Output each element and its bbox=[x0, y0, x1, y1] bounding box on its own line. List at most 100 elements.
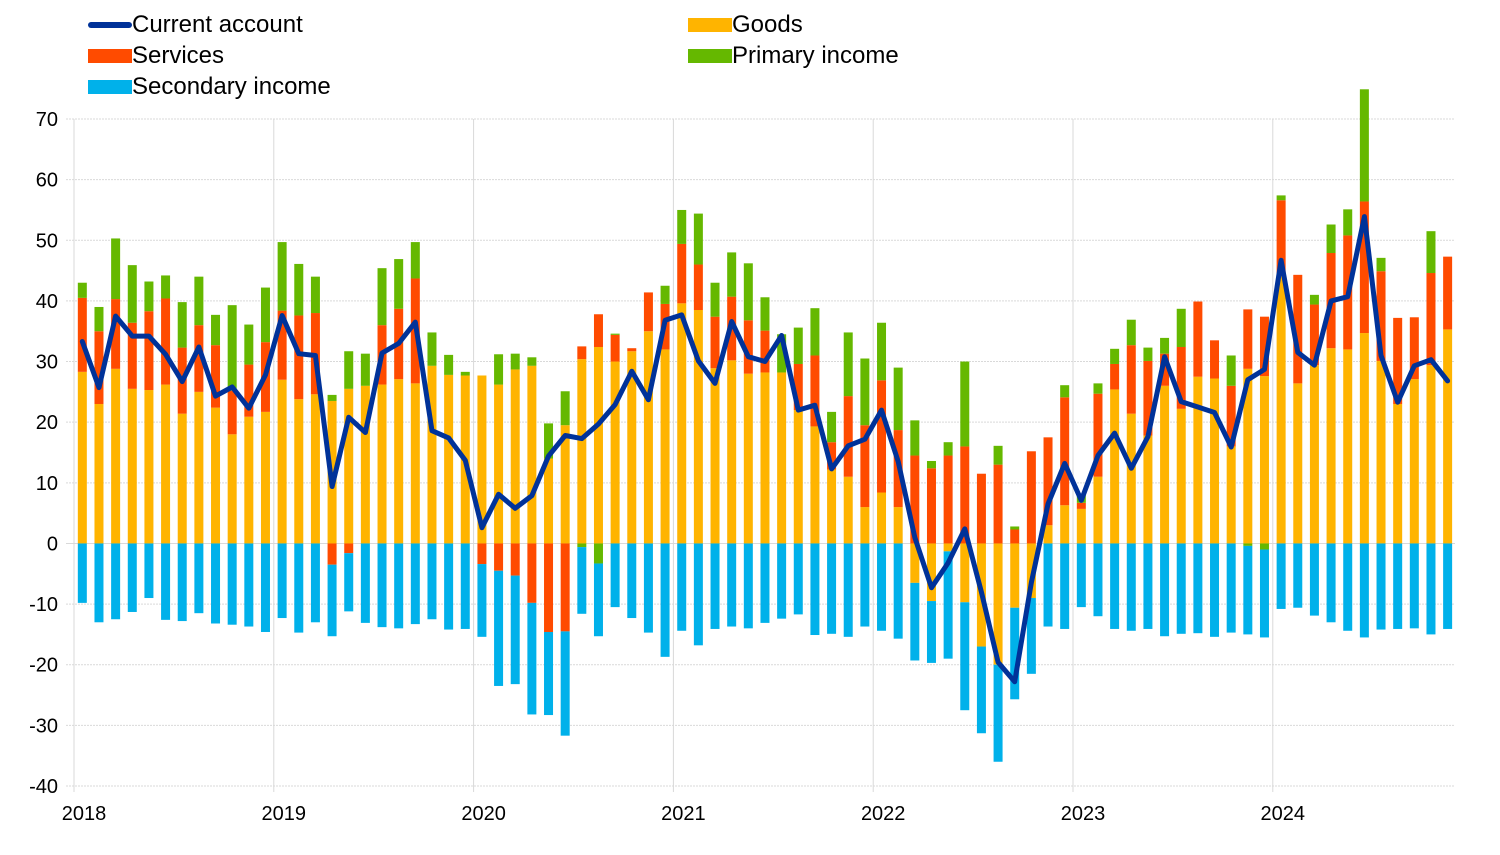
bar-segment-services bbox=[1043, 437, 1053, 526]
bar-segment-primary-income bbox=[310, 276, 320, 314]
bar-segment-primary-income bbox=[693, 213, 703, 265]
bar-segment-goods bbox=[560, 425, 570, 544]
bar-segment-secondary-income bbox=[127, 543, 137, 612]
bar-segment-secondary-income bbox=[727, 543, 737, 627]
chart-legend: Current account Goods Services Primary i… bbox=[0, 0, 1000, 110]
bar-segment-goods bbox=[810, 426, 820, 544]
bar-segment-services bbox=[1243, 309, 1253, 369]
bar-segment-goods bbox=[194, 391, 204, 544]
bar-segment-services bbox=[194, 325, 204, 392]
current-account-line-swatch bbox=[88, 22, 132, 28]
bar-segment-services bbox=[477, 543, 487, 565]
bar-segment-secondary-income bbox=[194, 543, 204, 614]
bar-segment-secondary-income bbox=[677, 543, 687, 631]
bar-segment-goods bbox=[144, 390, 154, 544]
bar-segment-secondary-income bbox=[860, 543, 870, 627]
bar-segment-services bbox=[1143, 360, 1153, 436]
bar-segment-goods bbox=[1110, 389, 1120, 544]
bar-segment-primary-income bbox=[893, 367, 903, 431]
bar-segment-primary-income bbox=[610, 333, 620, 335]
y-tick-label: 20 bbox=[36, 412, 58, 434]
bar-segment-secondary-income bbox=[360, 543, 370, 623]
bar-segment-goods bbox=[260, 411, 270, 544]
bar-segment-secondary-income bbox=[777, 543, 787, 619]
legend-label: Services bbox=[132, 42, 225, 69]
bar-segment-primary-income bbox=[677, 209, 687, 244]
bar-segment-services bbox=[760, 330, 770, 373]
goods-swatch bbox=[688, 18, 732, 32]
bar-segment-secondary-income bbox=[144, 543, 154, 599]
x-tick-label: 2020 bbox=[461, 803, 506, 825]
bar-segment-services bbox=[1226, 385, 1236, 447]
x-tick-label: 2022 bbox=[861, 803, 906, 825]
bar-segment-secondary-income bbox=[1243, 545, 1253, 635]
bar-segment-primary-income bbox=[577, 543, 587, 548]
bar-segment-secondary-income bbox=[810, 543, 820, 636]
bar-segment-primary-income bbox=[777, 334, 787, 373]
bar-segment-secondary-income bbox=[943, 551, 953, 659]
bar-segment-secondary-income bbox=[327, 564, 337, 637]
bar-segment-secondary-income bbox=[1143, 543, 1153, 629]
bar-segment-goods bbox=[926, 543, 936, 602]
bar-segment-goods bbox=[1343, 349, 1353, 544]
bar-segment-goods bbox=[1093, 476, 1103, 544]
legend-item-goods: Goods bbox=[688, 10, 803, 40]
bar-segment-services bbox=[1393, 317, 1403, 404]
bar-segment-goods bbox=[360, 385, 370, 544]
bar-segment-services bbox=[1443, 256, 1453, 330]
bar-segment-services bbox=[593, 314, 603, 347]
bar-segment-primary-income bbox=[111, 238, 121, 300]
bar-segment-secondary-income bbox=[1210, 543, 1220, 637]
bar-segment-secondary-income bbox=[993, 664, 1003, 762]
bar-segment-services bbox=[577, 346, 587, 360]
bar-segment-secondary-income bbox=[1060, 543, 1070, 629]
bar-segment-primary-income bbox=[1160, 337, 1170, 354]
bar-segment-services bbox=[344, 543, 354, 554]
bar-segment-secondary-income bbox=[227, 543, 237, 625]
bar-segment-primary-income bbox=[1276, 195, 1286, 201]
bar-segment-goods bbox=[1210, 378, 1220, 544]
bar-segment-services bbox=[677, 243, 687, 304]
bar-segment-goods bbox=[727, 360, 737, 544]
bar-segment-goods bbox=[610, 361, 620, 544]
bar-segment-services bbox=[1110, 363, 1120, 390]
bar-segment-secondary-income bbox=[1176, 543, 1186, 634]
bar-segment-services bbox=[1426, 273, 1436, 366]
bars bbox=[77, 89, 1453, 762]
services-swatch bbox=[88, 49, 132, 63]
bar-segment-secondary-income bbox=[1376, 543, 1386, 630]
bar-segment-primary-income bbox=[793, 327, 803, 364]
bar-segment-services bbox=[111, 299, 121, 369]
bar-segment-goods bbox=[377, 384, 387, 544]
bar-segment-services bbox=[643, 292, 653, 332]
bar-segment-goods bbox=[743, 373, 753, 544]
bar-segment-secondary-income bbox=[610, 543, 620, 608]
bar-segment-services bbox=[277, 310, 287, 380]
bar-segment-secondary-income bbox=[77, 543, 87, 603]
bar-segment-primary-income bbox=[1343, 209, 1353, 236]
bar-segment-primary-income bbox=[827, 411, 837, 443]
bar-segment-primary-income bbox=[760, 297, 770, 331]
bar-segment-secondary-income bbox=[743, 543, 753, 629]
bar-segment-goods bbox=[1409, 379, 1419, 544]
x-axis: 2018 2019 2020 2021 2022 2023 2024 bbox=[62, 803, 1305, 825]
bar-segment-goods bbox=[244, 416, 254, 544]
bar-segment-secondary-income bbox=[693, 543, 703, 646]
bar-segment-primary-income bbox=[1176, 308, 1186, 347]
bar-segment-services bbox=[877, 380, 887, 493]
bar-segment-goods bbox=[593, 346, 603, 544]
bar-segment-primary-income bbox=[1326, 224, 1336, 254]
bar-segment-primary-income bbox=[1093, 383, 1103, 394]
bar-segment-goods bbox=[510, 369, 520, 544]
bar-segment-goods bbox=[1193, 376, 1203, 544]
bar-segment-secondary-income bbox=[1110, 543, 1120, 629]
bar-segment-secondary-income bbox=[427, 543, 437, 620]
bar-segment-services bbox=[1093, 393, 1103, 477]
bar-segment-services bbox=[610, 334, 620, 362]
bar-segment-primary-income bbox=[510, 353, 520, 370]
bar-segment-secondary-income bbox=[494, 570, 504, 686]
bar-segment-secondary-income bbox=[577, 547, 587, 614]
bar-segment-primary-income bbox=[161, 275, 171, 299]
bar-segment-secondary-income bbox=[177, 543, 187, 622]
bar-segment-secondary-income bbox=[910, 582, 920, 661]
